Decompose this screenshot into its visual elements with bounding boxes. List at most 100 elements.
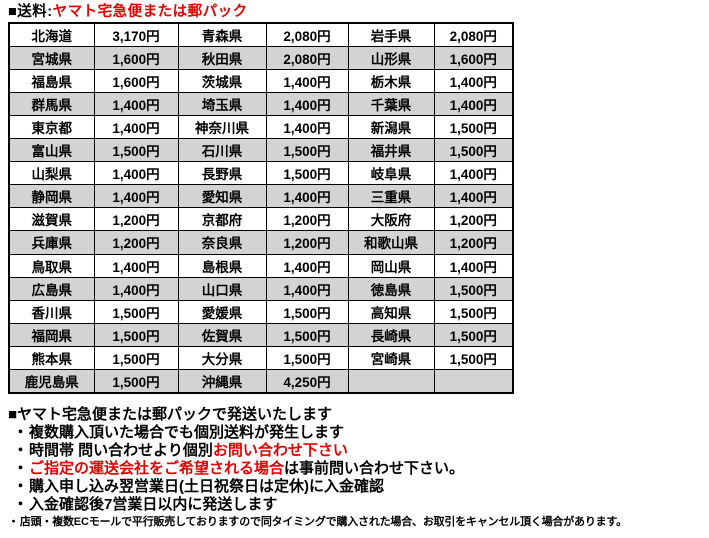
- prefecture-cell: 広島県: [8, 276, 95, 301]
- price-cell: 4,250円: [265, 368, 349, 394]
- price-cell: 1,500円: [93, 299, 179, 324]
- price-cell: 1,400円: [433, 92, 514, 117]
- table-row: 静岡県 1,400円 愛知県 1,400円 三重県 1,400円: [8, 184, 514, 209]
- table-row: 福岡県 1,500円 佐賀県 1,500円 長崎県 1,500円: [8, 322, 514, 347]
- price-cell: 1,200円: [265, 230, 349, 255]
- prefecture-cell: 鹿児島県: [8, 368, 95, 394]
- price-cell: 1,400円: [265, 92, 349, 117]
- table-row: 広島県 1,400円 山口県 1,400円 徳島県 1,500円: [8, 276, 514, 301]
- prefecture-cell: 大分県: [177, 345, 267, 370]
- prefecture-cell: 宮城県: [8, 46, 95, 71]
- price-cell: 1,200円: [433, 230, 514, 255]
- bullet-marker: ・: [13, 442, 29, 459]
- prefecture-cell: 茨城県: [177, 69, 267, 94]
- note-text: ご指定の運送会社をご希望される場合: [29, 460, 285, 477]
- prefecture-cell: 鳥取県: [8, 253, 95, 278]
- table-row: 熊本県 1,500円 大分県 1,500円 宮崎県 1,500円: [8, 345, 514, 370]
- price-cell: 1,400円: [265, 276, 349, 301]
- prefecture-cell: 島根県: [177, 253, 267, 278]
- prefecture-cell: 青森県: [177, 22, 267, 48]
- table-row: 富山県 1,500円 石川県 1,500円 福井県 1,500円: [8, 138, 514, 163]
- price-cell: 1,500円: [93, 345, 179, 370]
- price-cell: 1,500円: [93, 368, 179, 394]
- prefecture-cell: 大阪府: [347, 207, 435, 232]
- prefecture-cell: 福島県: [8, 69, 95, 94]
- table-row: 兵庫県 1,200円 奈良県 1,200円 和歌山県 1,200円: [8, 230, 514, 255]
- prefecture-cell: 宮崎県: [347, 345, 435, 370]
- table-row: 滋賀県 1,200円 京都府 1,200円 大阪府 1,200円: [8, 207, 514, 232]
- price-cell: 1,400円: [93, 92, 179, 117]
- prefecture-cell: 和歌山県: [347, 230, 435, 255]
- bullet-marker: ・: [13, 478, 29, 495]
- price-cell: [433, 368, 514, 394]
- prefecture-cell: 静岡県: [8, 184, 95, 209]
- price-cell: 2,080円: [265, 22, 349, 48]
- price-cell: 1,500円: [433, 345, 514, 370]
- prefecture-cell: 長野県: [177, 161, 267, 186]
- prefecture-cell: 埼玉県: [177, 92, 267, 117]
- note-text: お問い合わせ下さい: [212, 442, 348, 459]
- price-cell: 1,200円: [265, 207, 349, 232]
- note-line: ・店頭・複数ECモールで平行販売しておりますので同タイミングで購入された場合、お…: [8, 514, 709, 531]
- prefecture-cell: 石川県: [177, 138, 267, 163]
- prefecture-cell: 三重県: [347, 184, 435, 209]
- price-cell: 1,200円: [93, 207, 179, 232]
- price-cell: 1,400円: [433, 253, 514, 278]
- price-cell: 1,200円: [93, 230, 179, 255]
- price-cell: 1,400円: [93, 184, 179, 209]
- prefecture-cell: 富山県: [8, 138, 95, 163]
- prefecture-cell: 秋田県: [177, 46, 267, 71]
- price-cell: 1,600円: [93, 69, 179, 94]
- price-cell: 1,400円: [93, 276, 179, 301]
- prefecture-cell: 沖縄県: [177, 368, 267, 394]
- prefecture-cell: 福井県: [347, 138, 435, 163]
- notes-heading: ■ヤマト宅急便または郵パックで発送いたします: [8, 406, 333, 423]
- note-line: ・複数購入頂いた場合でも個別送料が発生します: [8, 424, 709, 442]
- shipping-title-prefix: ■送料:: [8, 4, 53, 20]
- prefecture-cell: 群馬県: [8, 92, 95, 117]
- prefecture-cell: 愛媛県: [177, 299, 267, 324]
- price-cell: 1,500円: [433, 115, 514, 140]
- price-cell: 1,500円: [265, 299, 349, 324]
- prefecture-cell: 京都府: [177, 207, 267, 232]
- price-cell: 1,600円: [93, 46, 179, 71]
- price-cell: 1,400円: [265, 253, 349, 278]
- price-cell: 1,500円: [433, 299, 514, 324]
- price-cell: 1,400円: [93, 161, 179, 186]
- bullet-marker: ・: [13, 424, 29, 441]
- note-line: ・時間帯 問い合わせより個別お問い合わせ下さい: [8, 442, 709, 460]
- bullet-marker: ・: [13, 496, 29, 513]
- prefecture-cell: 東京都: [8, 115, 95, 140]
- shipping-title: ■送料:ヤマト宅急便または郵パック: [8, 2, 709, 22]
- note-text: 店頭・複数ECモールで平行販売しておりますので同タイミングで購入された場合、お取…: [19, 516, 627, 528]
- price-cell: 1,500円: [433, 138, 514, 163]
- note-text: 時間帯 問い合わせより個別: [29, 442, 213, 459]
- bullet-marker: ・: [8, 516, 19, 528]
- prefecture-cell: 熊本県: [8, 345, 95, 370]
- prefecture-cell: 高知県: [347, 299, 435, 324]
- price-cell: 1,400円: [433, 69, 514, 94]
- prefecture-cell: 滋賀県: [8, 207, 95, 232]
- price-cell: 1,400円: [433, 161, 514, 186]
- prefecture-cell: 栃木県: [347, 69, 435, 94]
- price-cell: 1,400円: [265, 69, 349, 94]
- note-text: 入金確認後7営業日以内に発送します: [29, 496, 278, 513]
- table-row: 香川県 1,500円 愛媛県 1,500円 高知県 1,500円: [8, 299, 514, 324]
- note-line: ・入金確認後7営業日以内に発送します: [8, 496, 709, 514]
- prefecture-cell: 長崎県: [347, 322, 435, 347]
- note-text: 購入申し込み翌営業日(土日祝祭日は定休)に入金確認: [29, 478, 385, 495]
- price-cell: 1,400円: [265, 184, 349, 209]
- price-cell: 1,500円: [93, 138, 179, 163]
- shipping-notes: ■ヤマト宅急便または郵パックで発送いたします ・複数購入頂いた場合でも個別送料が…: [8, 405, 709, 531]
- bullet-marker: ・: [13, 460, 29, 477]
- prefecture-cell: 岩手県: [347, 22, 435, 48]
- price-cell: 1,400円: [433, 184, 514, 209]
- prefecture-cell: 北海道: [8, 22, 95, 48]
- prefecture-cell: 岐阜県: [347, 161, 435, 186]
- prefecture-cell: 山形県: [347, 46, 435, 71]
- table-row: 山梨県 1,400円 長野県 1,500円 岐阜県 1,400円: [8, 161, 514, 186]
- price-cell: 1,200円: [433, 207, 514, 232]
- prefecture-cell: 兵庫県: [8, 230, 95, 255]
- price-cell: 1,400円: [265, 115, 349, 140]
- prefecture-cell: 山口県: [177, 276, 267, 301]
